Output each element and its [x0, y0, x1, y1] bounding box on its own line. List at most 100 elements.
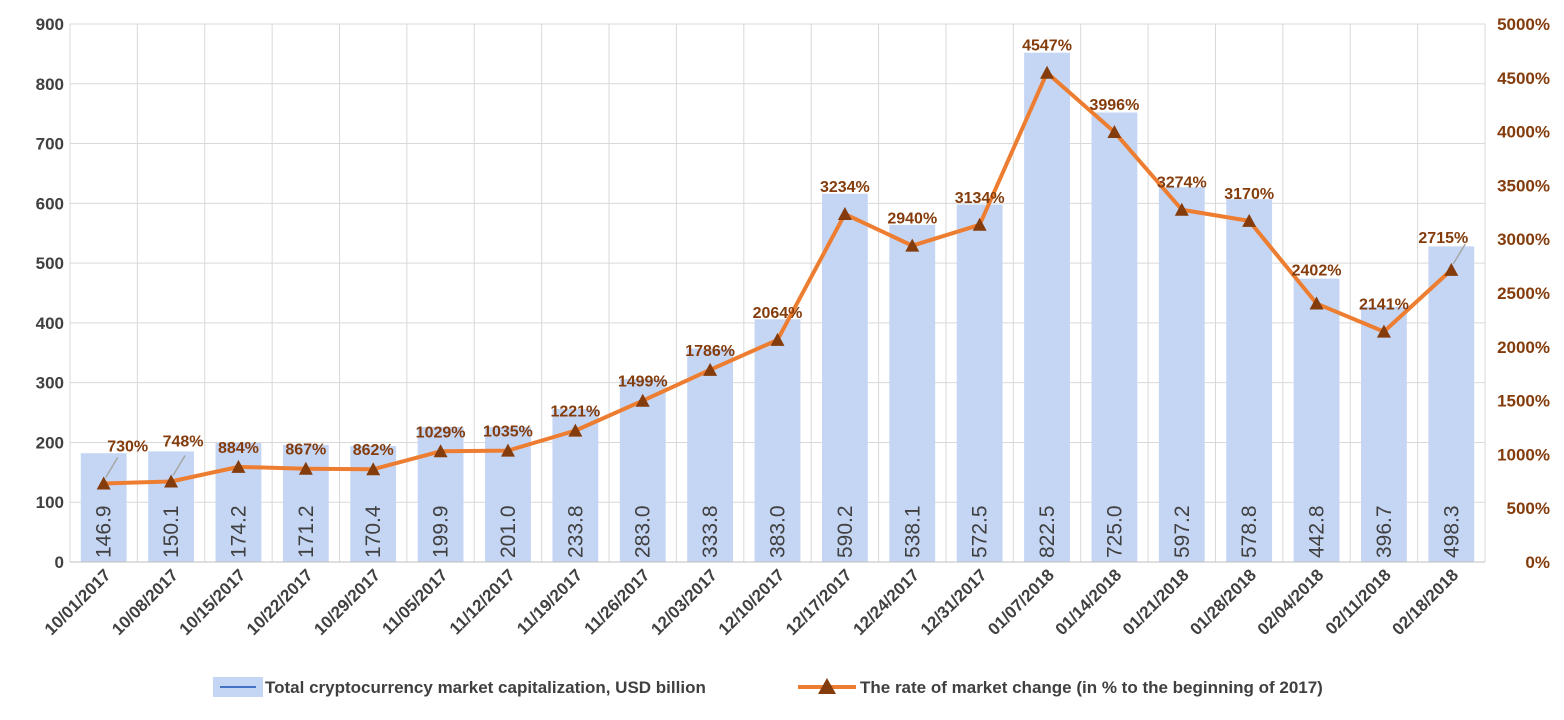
line-value-label: 1786% — [685, 343, 735, 360]
line-marker — [500, 443, 515, 457]
bar — [889, 224, 936, 562]
bar — [754, 319, 801, 562]
x-tick-label: 11/19/2017 — [513, 565, 586, 638]
leader-line — [172, 455, 186, 476]
line-value-label: 867% — [285, 442, 326, 459]
bar-value-label: 170.4 — [362, 505, 385, 558]
x-tick-label: 10/29/2017 — [310, 565, 384, 639]
x-tick-label: 02/11/2018 — [1322, 565, 1395, 638]
bar-value-label: 233.8 — [564, 505, 587, 558]
legend-marker-triangle — [818, 678, 836, 694]
line-value-label: 3170% — [1224, 186, 1274, 203]
x-tick-label: 01/14/2018 — [1052, 565, 1126, 639]
line-value-label: 730% — [107, 438, 148, 455]
bar-value-label: 150.1 — [160, 505, 183, 558]
y-left-tick-label: 900 — [36, 15, 64, 34]
bar — [80, 453, 127, 562]
bar-value-label: 572.5 — [969, 505, 992, 558]
line-value-label: 862% — [353, 442, 394, 459]
bar-value-label: 590.2 — [834, 505, 857, 558]
bar-value-label: 725.0 — [1103, 505, 1126, 558]
bar — [1361, 306, 1407, 562]
x-tick-label: 11/12/2017 — [446, 565, 519, 638]
y-right-tick-label: 3500% — [1497, 176, 1550, 195]
line-value-label: 2715% — [1418, 230, 1468, 247]
bar — [1091, 112, 1138, 563]
line-marker — [770, 332, 785, 346]
y-left-tick-label: 800 — [36, 75, 64, 94]
line-marker — [1107, 125, 1122, 139]
y-right-tick-label: 2000% — [1497, 338, 1550, 357]
line-marker — [972, 217, 987, 231]
gridlines — [69, 23, 1486, 563]
line-labels: 730% 748% 884% 867% 862% 1029% 1035% 1221% 1499%… — [105, 38, 1468, 478]
x-tick-label: 02/04/2018 — [1254, 565, 1328, 639]
bar-value-label: 333.8 — [699, 505, 722, 558]
y-left-tick-label: 400 — [36, 314, 64, 333]
y-right-tick-label: 1500% — [1497, 392, 1550, 411]
x-tick-label: 11/26/2017 — [581, 565, 654, 638]
line-value-label: 1035% — [483, 424, 533, 441]
bar — [1024, 52, 1070, 563]
line-value-label: 2402% — [1292, 263, 1342, 280]
x-tick-label: 01/21/2018 — [1119, 565, 1193, 639]
leader-line — [105, 457, 119, 478]
y-right-tick-label: 1000% — [1497, 445, 1550, 464]
y-left-tick-label: 300 — [36, 374, 64, 393]
line-marker — [231, 459, 246, 473]
line-marker — [837, 207, 852, 221]
line-value-label: 2141% — [1359, 297, 1409, 314]
x-tick-label: 12/03/2017 — [647, 565, 721, 639]
bar — [1158, 187, 1205, 562]
line-marker — [298, 461, 313, 475]
bar — [1226, 199, 1273, 562]
bar-value-label: 442.8 — [1306, 505, 1329, 558]
y-left-tick-label: 200 — [36, 433, 64, 452]
legend: Total cryptocurrency market capitalizati… — [213, 677, 1323, 697]
line-value-label: 3234% — [820, 179, 870, 196]
line-marker — [164, 474, 179, 488]
bar-value-label: 538.1 — [901, 505, 924, 558]
line-value-label: 3996% — [1089, 97, 1139, 114]
bar-value-label: 146.9 — [93, 505, 116, 558]
line-marker — [905, 238, 920, 252]
y-left-tick-label: 500 — [36, 254, 64, 273]
y-left-tick-label: 700 — [36, 135, 64, 154]
bar-value-label: 201.0 — [497, 505, 520, 558]
line-value-label: 3134% — [955, 190, 1005, 207]
line-value-label: 1499% — [618, 374, 668, 391]
line-marker — [1174, 202, 1189, 216]
line-value-label: 2940% — [887, 211, 937, 228]
bar-value-label: 174.2 — [227, 505, 250, 558]
bar-value-label: 396.7 — [1373, 505, 1396, 558]
x-tick-label: 12/17/2017 — [782, 565, 856, 639]
line-value-label: 4547% — [1022, 38, 1072, 55]
legend-item-bars: Total cryptocurrency market capitalizati… — [213, 677, 706, 697]
line-marker — [1242, 213, 1257, 227]
line-value-label: 884% — [218, 440, 259, 457]
line-marker — [96, 476, 111, 490]
bar-value-label: 283.0 — [632, 505, 655, 558]
x-tick-label: 01/07/2018 — [984, 565, 1058, 639]
x-tick-label: 12/31/2017 — [917, 565, 991, 639]
line-marker — [366, 462, 381, 476]
line-marker — [703, 362, 718, 376]
x-tick-label: 12/24/2017 — [849, 565, 923, 639]
y-right-tick-label: 3000% — [1497, 230, 1550, 249]
x-tick-label: 01/28/2018 — [1186, 565, 1260, 639]
line-marker — [1376, 324, 1391, 338]
x-tick-label: 10/01/2017 — [41, 565, 115, 639]
x-tick-label: 11/05/2017 — [378, 565, 451, 638]
legend-label-line: The rate of market change (in % to the b… — [860, 678, 1323, 697]
y-right-tick-label: 4000% — [1497, 123, 1550, 142]
line-marker — [433, 444, 448, 458]
y-left-tick-label: 600 — [36, 194, 64, 213]
bar — [1428, 246, 1475, 562]
line-marker — [568, 423, 583, 437]
y-axis-left: 0 100 200 300 400 500 600 700 800 900 — [36, 15, 64, 572]
bar-series — [80, 52, 1475, 563]
bar-value-label: 822.5 — [1036, 505, 1059, 558]
line-value-label: 2064% — [753, 305, 803, 322]
bar-value-label: 171.2 — [295, 505, 318, 558]
line-marker — [1309, 296, 1324, 310]
